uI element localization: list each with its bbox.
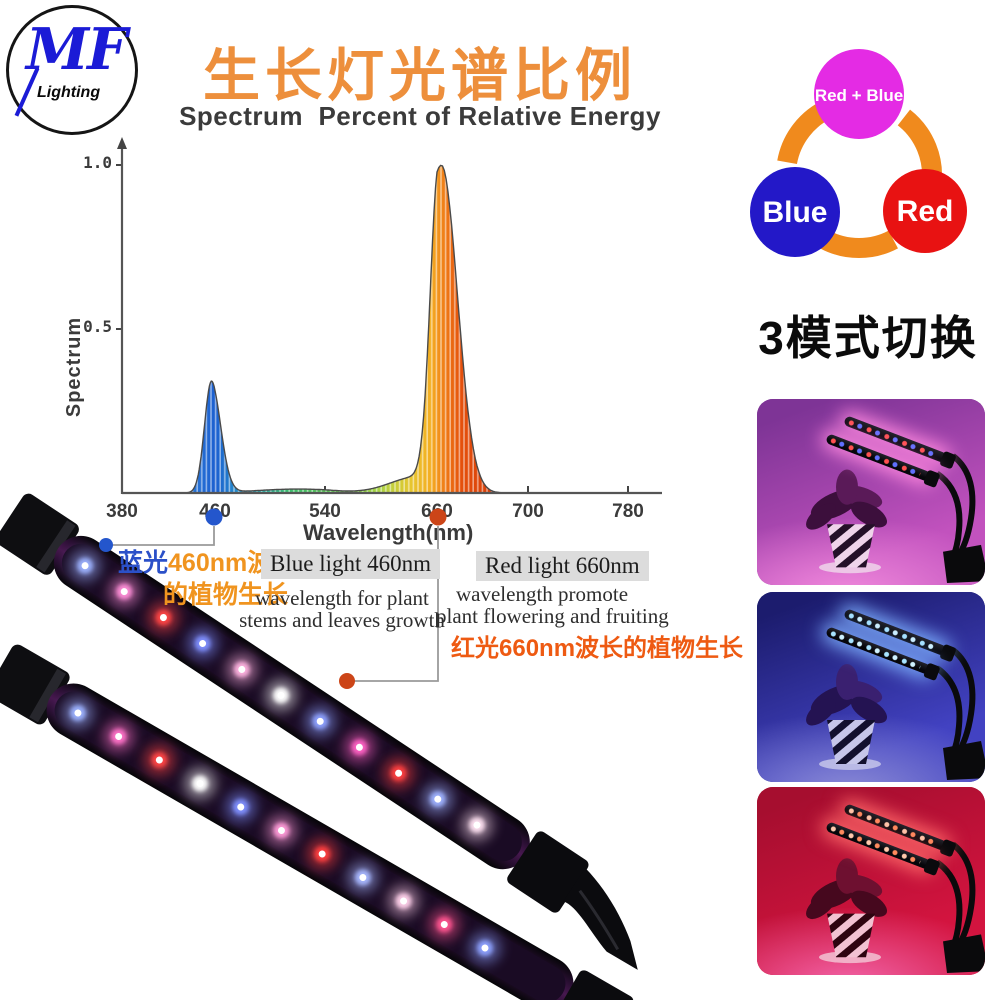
plant-pot: [827, 913, 875, 958]
svg-text:0.5: 0.5: [83, 317, 112, 336]
red-annotation-en-line2: plant flowering and fruiting: [436, 604, 669, 628]
cycle-arrow-bottom: [820, 230, 898, 258]
logo-text: MF: [26, 16, 128, 83]
product-photo-blue-mode: [757, 592, 985, 782]
blue-annotation-zh-blue-part: 蓝光: [118, 549, 169, 577]
clip-base: [943, 741, 985, 780]
clip-base: [943, 544, 985, 584]
plant-pot: [827, 524, 875, 568]
mode-circle-red-blue: [814, 49, 904, 139]
svg-text:380: 380: [106, 501, 138, 522]
product-photo-red-mode: [757, 787, 985, 975]
spectrum-area: [122, 165, 628, 493]
goosenecks: [935, 453, 976, 559]
grow-light-scene: [806, 647, 985, 780]
red-annotation-en-line1: wavelength promote: [455, 582, 629, 606]
spectrum-chart: 380 460 540 660 700 780 0.5 1.0 Spectrum: [63, 137, 662, 522]
mode-circle-red: [883, 169, 967, 253]
svg-text:700: 700: [512, 501, 544, 522]
spectrum-comb-stripes: [122, 165, 628, 493]
mode-circle-blue: [750, 167, 840, 257]
blue-annotation-zh-line2: 的植物生长: [163, 581, 289, 609]
red-light-label-box: Red light 660nm: [476, 551, 649, 581]
product-photo-red-blue-mode: [757, 399, 985, 585]
x-axis-label: Wavelength(nm): [303, 520, 474, 545]
grow-light-scene: [806, 842, 985, 974]
brand-logo: MF Lighting: [6, 5, 138, 135]
blue-annotation-en-line2: stems and leaves growth: [239, 608, 445, 632]
page-title: 生长灯光谱比例: [203, 44, 637, 108]
plant: [806, 469, 888, 530]
mode-label-red-blue: Red + Blue: [815, 86, 903, 105]
clip-base: [943, 934, 985, 974]
plant-pot: [827, 720, 875, 764]
y-axis-arrow: [117, 137, 127, 149]
mode-label-red: Red: [897, 195, 954, 228]
red-annotation-zh: 红光660nm波长的植物生长: [451, 635, 744, 662]
svg-text:1.0: 1.0: [83, 153, 112, 172]
svg-text:540: 540: [309, 501, 341, 522]
logo-subtext: Lighting: [37, 84, 101, 101]
grow-light-scene: [806, 453, 985, 584]
plant: [806, 858, 888, 920]
svg-text:660: 660: [421, 501, 453, 522]
goosenecks: [935, 647, 976, 755]
blue-annotation-en-line1: wavelength for plant: [255, 586, 429, 610]
svg-text:460: 460: [199, 501, 231, 522]
spectrum-outline: [122, 164, 628, 494]
mode-cycle-diagram: Red + Blue Blue Red: [750, 49, 967, 258]
blue-light-label-box: Blue light 460nm: [261, 549, 440, 579]
goosenecks: [935, 842, 976, 949]
page-subtitle: Spectrum Percent of Relative Energy: [179, 101, 661, 131]
mode-label-blue: Blue: [762, 196, 827, 229]
y-axis-ticks: 0.5 1.0: [83, 153, 122, 336]
svg-text:780: 780: [612, 501, 644, 522]
marker-dot-red-tube: [339, 673, 355, 689]
y-axis-label: Spectrum: [63, 317, 85, 417]
plant: [806, 664, 888, 726]
mode-switch-caption: 3模式切换: [758, 312, 978, 364]
